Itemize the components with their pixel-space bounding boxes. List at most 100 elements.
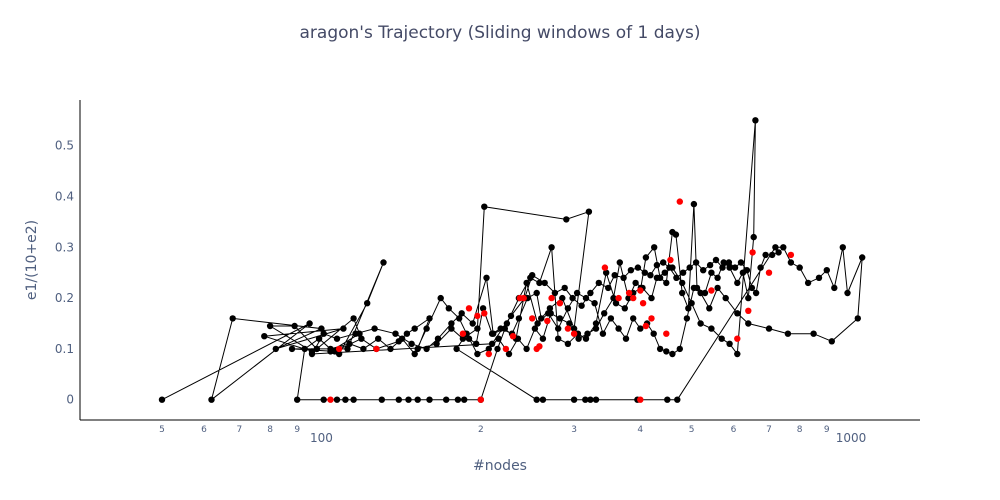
data-point-215 [507,312,515,320]
data-point-177 [683,315,691,322]
data-point-16 [364,300,371,307]
data-point-65 [342,396,349,403]
data-point-251 [769,251,776,259]
x-tick-label-14: 1000 [836,431,867,445]
data-point-150 [592,396,600,403]
highlight-point-33 [745,307,752,314]
x-tick-label-5: 100 [310,431,333,445]
data-point-124 [632,279,639,287]
highlight-point-18 [564,325,572,332]
data-point-213 [308,350,316,358]
data-point-34 [563,216,570,223]
data-point-145 [533,396,540,403]
data-point-3 [229,315,236,322]
data-point-126 [616,259,623,266]
x-axis-title: #nodes [473,458,527,474]
data-point-137 [523,345,530,353]
data-point-114 [718,335,725,342]
data-point-189 [599,330,607,337]
data-point-244 [731,264,739,271]
data-point-200 [490,330,497,337]
data-point-243 [725,259,733,266]
data-point-208 [392,330,399,337]
data-point-36 [570,325,578,332]
data-point-93 [651,244,658,251]
data-point-29 [433,340,440,347]
data-point-85 [582,335,590,342]
highlight-point-20 [601,264,609,271]
highlight-point-17 [556,300,564,307]
data-point-103 [708,269,715,276]
data-point-207 [408,340,415,347]
highlight-point-22 [625,289,633,297]
data-point-1 [306,320,313,327]
data-point-144 [453,345,460,353]
data-point-184 [637,325,644,332]
data-point-235 [673,274,680,281]
data-point-222 [578,302,585,309]
data-point-240 [706,261,714,269]
data-point-186 [622,335,630,342]
data-point-246 [743,267,751,274]
data-point-125 [625,294,632,302]
data-point-68 [395,396,402,403]
data-point-163 [844,289,851,297]
data-point-77 [503,320,511,327]
data-point-167 [810,330,817,337]
data-point-72 [443,396,450,403]
data-point-211 [333,335,341,342]
data-point-162 [839,244,846,251]
data-point-74 [461,396,468,403]
data-point-218 [541,279,548,287]
data-point-113 [726,340,733,347]
highlight-point-32 [734,335,741,342]
data-point-230 [641,269,648,276]
data-point-80 [536,279,543,287]
x-tick-label-1: 6 [201,425,207,435]
data-point-237 [686,264,693,271]
data-point-223 [587,289,594,297]
data-point-87 [603,269,610,276]
data-point-139 [505,350,513,358]
data-point-188 [607,315,615,322]
highlight-point-25 [639,300,647,307]
data-point-190 [591,300,598,307]
data-point-147 [570,396,578,403]
data-point-214 [488,340,496,347]
data-point-231 [647,272,654,279]
data-point-225 [605,284,612,292]
data-point-142 [474,350,481,358]
highlight-point-15 [544,317,551,325]
data-point-53 [411,350,418,358]
data-point-173 [714,284,721,292]
highlight-point-26 [642,322,650,330]
data-point-165 [854,315,861,322]
data-point-242 [719,264,726,271]
highlight-point-7 [485,350,492,358]
data-point-249 [757,264,764,271]
data-point-164 [859,254,866,261]
highlight-point-27 [648,315,655,322]
data-point-132 [566,320,573,327]
highlight-point-24 [637,287,644,294]
data-point-18 [344,345,351,353]
data-point-140 [495,335,502,342]
data-point-60 [315,335,323,342]
data-point-47 [473,340,480,347]
data-point-172 [722,294,729,302]
data-point-76 [494,345,501,353]
data-point-131 [575,335,582,342]
highlight-point-21 [615,294,622,302]
data-point-136 [531,325,539,332]
data-point-221 [569,294,576,302]
data-point-58 [346,340,353,347]
data-point-71 [426,396,433,403]
data-point-63 [320,396,327,403]
data-point-17 [380,259,387,266]
data-point-70 [414,396,421,403]
data-point-247 [748,284,756,292]
data-point-158 [804,279,812,287]
data-point-210 [352,330,359,337]
trajectory-line [161,120,863,401]
data-point-154 [772,244,779,251]
